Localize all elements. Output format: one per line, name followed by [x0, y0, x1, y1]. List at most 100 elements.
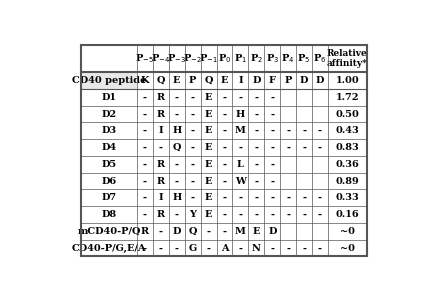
Text: -: -	[191, 143, 194, 152]
Bar	[137, 89, 153, 105]
Text: L: L	[237, 160, 244, 169]
Bar	[296, 105, 312, 122]
Bar	[280, 122, 296, 139]
Bar	[248, 223, 264, 240]
Text: -: -	[239, 193, 243, 202]
Text: -: -	[318, 210, 322, 219]
Text: -: -	[286, 243, 290, 252]
Text: -: -	[175, 160, 179, 169]
Bar	[201, 223, 216, 240]
Bar	[137, 105, 153, 122]
Bar	[264, 72, 280, 89]
Text: D6: D6	[101, 176, 117, 186]
Text: P$_4$: P$_4$	[281, 52, 295, 65]
Text: R: R	[157, 109, 165, 119]
Bar	[328, 72, 367, 89]
Bar	[201, 173, 216, 190]
Bar	[153, 156, 169, 173]
Text: -: -	[222, 143, 226, 152]
Text: -: -	[143, 126, 147, 135]
Bar	[328, 173, 367, 190]
Text: Q: Q	[156, 76, 165, 85]
Text: -: -	[191, 126, 194, 135]
Bar	[169, 122, 185, 139]
Text: M: M	[235, 126, 246, 135]
Bar	[201, 105, 216, 122]
Bar	[280, 139, 296, 156]
Bar	[280, 105, 296, 122]
Text: -: -	[143, 109, 147, 119]
Text: M: M	[235, 227, 246, 236]
Text: E: E	[205, 143, 212, 152]
Bar	[185, 156, 201, 173]
Text: I: I	[159, 126, 163, 135]
Text: -: -	[191, 193, 194, 202]
Bar	[201, 89, 216, 105]
Text: -: -	[270, 210, 274, 219]
Text: -: -	[239, 93, 243, 102]
Bar	[248, 72, 264, 89]
Text: P$_{-4}$: P$_{-4}$	[151, 52, 170, 65]
Text: -: -	[143, 243, 147, 252]
Bar	[169, 223, 185, 240]
Text: N: N	[252, 243, 261, 252]
Text: -: -	[143, 193, 147, 202]
Text: P$_2$: P$_2$	[250, 52, 263, 65]
Bar	[264, 173, 280, 190]
Text: -: -	[239, 143, 243, 152]
Bar	[232, 105, 248, 122]
Bar	[81, 72, 137, 89]
Text: E: E	[173, 76, 180, 85]
Bar	[232, 72, 248, 89]
Text: -: -	[254, 193, 258, 202]
Text: P$_6$: P$_6$	[313, 52, 326, 65]
Bar	[296, 122, 312, 139]
Bar	[248, 139, 264, 156]
Bar	[264, 139, 280, 156]
Text: R: R	[157, 176, 165, 186]
Text: P$_{-2}$: P$_{-2}$	[183, 52, 202, 65]
Text: -: -	[143, 160, 147, 169]
Text: -: -	[191, 93, 194, 102]
Bar	[232, 240, 248, 256]
Bar	[153, 72, 169, 89]
Bar	[216, 89, 232, 105]
Bar	[264, 240, 280, 256]
Bar	[296, 156, 312, 173]
Text: -: -	[318, 193, 322, 202]
Bar	[185, 139, 201, 156]
Text: W: W	[235, 176, 246, 186]
Text: mCD40-P/Q: mCD40-P/Q	[77, 227, 141, 236]
Text: -: -	[254, 143, 258, 152]
Bar	[169, 89, 185, 105]
Bar	[232, 45, 248, 72]
Bar	[81, 240, 137, 256]
Bar	[232, 139, 248, 156]
Text: -: -	[143, 143, 147, 152]
Text: D: D	[268, 227, 277, 236]
Bar	[137, 223, 153, 240]
Bar	[201, 139, 216, 156]
Text: E: E	[205, 126, 212, 135]
Bar	[296, 89, 312, 105]
Bar	[169, 45, 185, 72]
Text: -: -	[318, 243, 322, 252]
Bar	[280, 206, 296, 223]
Bar	[248, 190, 264, 206]
Bar	[264, 190, 280, 206]
Bar	[81, 45, 137, 72]
Text: D: D	[316, 76, 324, 85]
Bar	[280, 156, 296, 173]
Text: -: -	[159, 243, 163, 252]
Bar	[216, 45, 232, 72]
Bar	[328, 206, 367, 223]
Bar	[137, 156, 153, 173]
Bar	[280, 190, 296, 206]
Text: -: -	[222, 176, 226, 186]
Text: -: -	[175, 176, 179, 186]
Text: H: H	[172, 126, 181, 135]
Bar	[216, 173, 232, 190]
Text: D3: D3	[101, 126, 117, 135]
Text: ~0: ~0	[340, 243, 355, 252]
Text: P$_{-3}$: P$_{-3}$	[167, 52, 186, 65]
